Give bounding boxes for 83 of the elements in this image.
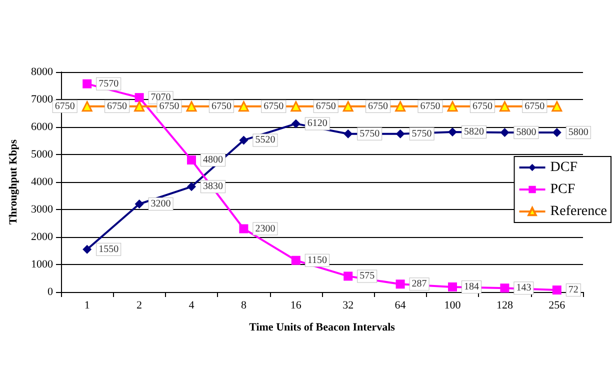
data-label: 6120 [307,118,328,130]
data-label: 6750 [420,100,440,112]
point [239,224,248,234]
point [500,284,510,293]
point [134,93,144,102]
data-label: 1550 [98,244,119,255]
data-label: 143 [516,282,532,294]
data-label: 6750 [211,100,232,112]
y-tick-label: 8000 [31,66,54,78]
data-label: 6750 [54,100,75,112]
y-tick-label: 1000 [31,258,54,270]
data-label: 6750 [107,100,128,112]
y-tick-label: 7000 [31,94,54,106]
point [187,156,196,164]
x-tick-label: 64 [394,300,406,312]
data-label: 6750 [472,100,492,112]
data-label: 287 [412,278,427,290]
x-tick-label: 100 [444,300,462,312]
point [552,286,562,295]
x-tick-label: 4 [188,300,195,312]
data-label: 5800 [568,127,588,138]
x-axis-title: Time Units of Beacon Intervals [249,322,396,334]
y-tick-label: 4000 [31,176,54,188]
data-label: 6750 [316,100,336,112]
data-label: 3830 [203,181,223,192]
point [239,136,248,145]
point [290,101,302,112]
point [500,128,510,137]
y-tick-label: 5000 [31,148,54,160]
y-axis-title: Throughput Kbps [8,138,20,225]
point [447,101,458,112]
data-label: 6750 [524,100,545,112]
y-tick-label: 6000 [31,121,54,133]
x-tick-label: 16 [290,300,302,312]
point [134,101,145,112]
data-label: 5750 [360,128,380,140]
data-label: 4800 [203,154,223,166]
data-label: 7570 [98,78,119,90]
x-tick-label: 1 [84,300,90,312]
y-tick-label: 2000 [31,231,54,243]
point [448,127,457,136]
point [82,79,92,88]
data-label: 6750 [368,100,388,112]
x-tick-label: 32 [342,300,354,312]
data-label: 184 [464,281,479,292]
point [134,200,144,208]
data-label: 5520 [255,134,276,146]
point [291,119,300,128]
x-tick-label: 256 [548,300,566,312]
legend-label: PCF [550,182,576,197]
y-tick-label: 3000 [31,204,54,216]
data-label: 2300 [255,223,276,234]
point [448,282,457,292]
point [395,101,406,112]
point [82,244,92,254]
point [344,129,353,138]
point [342,101,354,112]
point [499,101,510,112]
point [344,272,353,281]
data-label: 1150 [307,254,328,266]
point [82,101,92,112]
legend-label: DCF [550,160,578,175]
data-label: 5750 [412,128,432,140]
point [552,101,562,112]
data-label: 6750 [264,100,284,112]
point [396,280,405,289]
point [187,182,196,192]
x-tick-label: 8 [240,300,247,312]
point [396,129,405,138]
point [291,256,300,265]
y-tick-label: 0 [48,286,54,298]
data-label: 5800 [516,127,536,138]
x-tick-label: 2 [136,300,142,312]
data-label: 575 [360,270,375,282]
point [186,101,197,112]
data-label: 72 [568,284,578,296]
point [238,101,249,112]
legend-label: Reference [550,204,608,219]
data-label: 6750 [159,100,180,112]
data-label: 3200 [150,198,171,210]
x-tick-label: 128 [496,300,514,312]
data-label: 5820 [464,126,484,138]
data-label: 7070 [150,92,171,104]
